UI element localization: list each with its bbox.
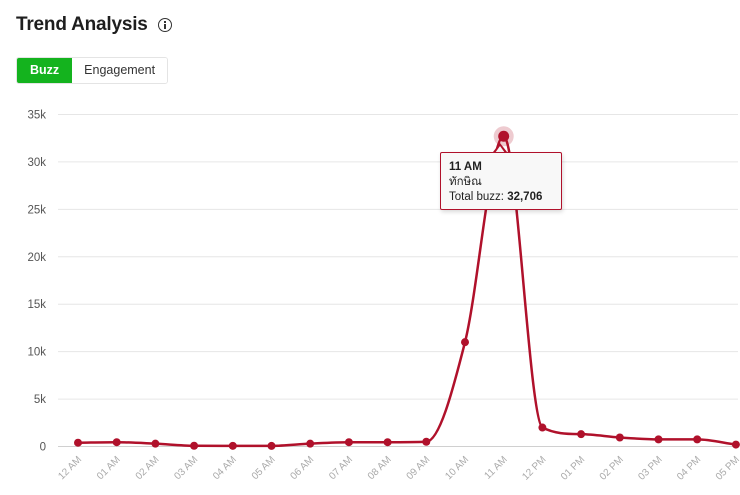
highlighted-data-point[interactable]	[498, 130, 510, 142]
x-tick-label: 02 AM	[134, 454, 162, 482]
tab-engagement[interactable]: Engagement	[72, 58, 168, 83]
x-axis-ticks: 12 AM 01 AM 02 AM 03 AM 04 AM 05 AM 06 AM 07 AM…	[56, 454, 740, 482]
x-tick-label: 04 AM	[211, 454, 239, 482]
y-tick-label: 15k	[27, 299, 46, 311]
data-point[interactable]	[693, 435, 702, 444]
x-tick-label: 07 AM	[327, 454, 355, 482]
grid-lines	[58, 114, 738, 447]
info-circle-icon[interactable]	[157, 18, 172, 32]
tooltip-value-row: Total buzz: 32,706	[449, 190, 553, 205]
y-tick-label: 10k	[27, 347, 46, 359]
x-tick-label: 09 AM	[405, 454, 433, 482]
x-tick-label: 06 AM	[288, 454, 316, 482]
x-tick-label: 05 AM	[250, 454, 278, 482]
tab-buzz[interactable]: Buzz	[17, 58, 73, 83]
tooltip-series-name: ทักษิณ	[449, 176, 482, 188]
chart-tooltip: 11 AM ทักษิณ Total buzz: 32,706	[440, 152, 562, 210]
y-tick-label: 5k	[34, 394, 46, 406]
data-point[interactable]	[731, 440, 740, 449]
x-tick-label: 03 AM	[172, 454, 200, 482]
x-tick-label: 01 PM	[559, 454, 587, 482]
x-tick-label: 05 PM	[714, 454, 740, 482]
tooltip-arrow-inner	[495, 146, 505, 153]
tooltip-time: 11 AM	[449, 161, 482, 173]
y-tick-label: 0	[40, 442, 46, 454]
x-tick-label: 02 PM	[598, 454, 626, 482]
data-point[interactable]	[306, 439, 315, 448]
y-axis-ticks: 0 5k 10k 15k 20k 25k 30k 35k	[27, 110, 46, 454]
data-point[interactable]	[74, 438, 82, 447]
data-point[interactable]	[654, 435, 663, 444]
metric-tabs: Buzz Engagement	[16, 57, 169, 84]
data-point[interactable]	[538, 423, 547, 432]
x-tick-label: 11 AM	[483, 454, 510, 481]
x-tick-label: 08 AM	[366, 454, 394, 482]
x-tick-label: 04 PM	[675, 454, 703, 482]
data-point[interactable]	[228, 441, 237, 450]
series-points	[74, 126, 740, 450]
y-tick-label: 35k	[27, 110, 46, 122]
data-point[interactable]	[190, 441, 199, 450]
y-tick-label: 25k	[27, 204, 46, 216]
tooltip-value: 32,706	[507, 191, 543, 203]
data-point[interactable]	[577, 430, 586, 439]
tooltip-value-label: Total buzz:	[449, 191, 504, 203]
x-tick-label: 10 AM	[443, 454, 471, 482]
page-title: Trend Analysis	[16, 14, 148, 35]
data-point[interactable]	[112, 438, 121, 447]
data-point[interactable]	[461, 338, 469, 347]
data-point[interactable]	[267, 441, 276, 450]
x-tick-label: 12 AM	[56, 454, 84, 482]
x-tick-label: 03 PM	[636, 454, 664, 482]
data-point[interactable]	[383, 438, 392, 447]
data-point[interactable]	[151, 439, 160, 448]
y-tick-label: 30k	[27, 157, 46, 169]
data-point[interactable]	[344, 438, 353, 447]
header: Trend Analysis	[16, 14, 172, 36]
x-tick-label: 01 AM	[95, 454, 123, 482]
x-tick-label: 12 PM	[520, 454, 548, 482]
y-tick-label: 20k	[27, 252, 46, 264]
data-point[interactable]	[422, 437, 431, 446]
data-point[interactable]	[615, 433, 624, 442]
